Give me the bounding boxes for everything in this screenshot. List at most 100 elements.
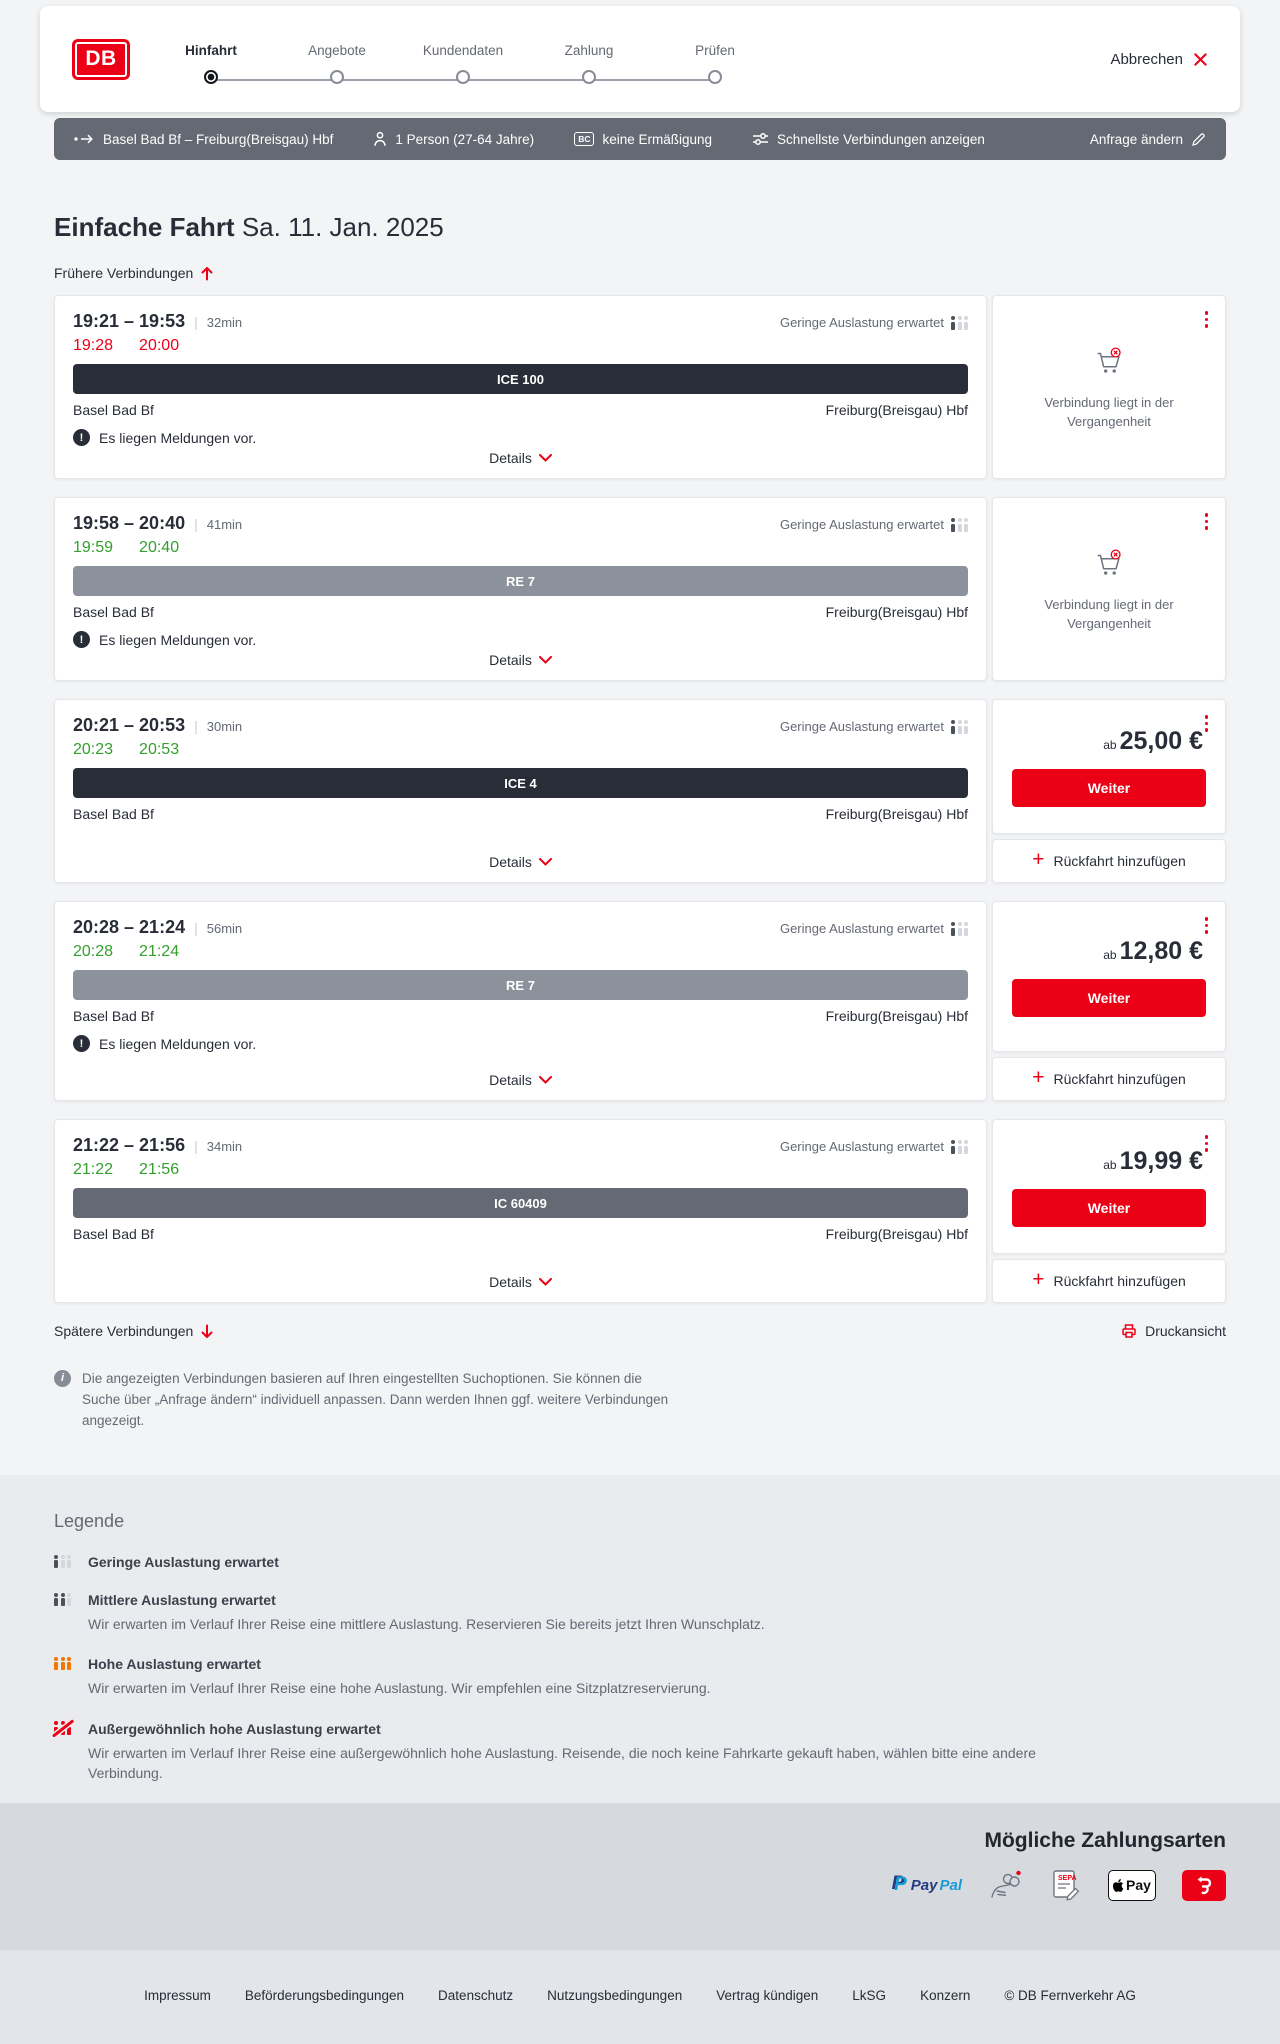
edit-request-button[interactable]: Anfrage ändern	[1090, 132, 1206, 147]
messages-text: Es liegen Meldungen vor.	[99, 631, 257, 648]
occupancy-label: Geringe Auslastung erwartet	[779, 1139, 944, 1154]
occupancy-label: Geringe Auslastung erwartet	[779, 719, 944, 734]
later-connections-label: Spätere Verbindungen	[54, 1323, 194, 1339]
connection-times: 19:21 – 19:53	[73, 311, 186, 331]
destination-station: Freiburg(Breisgau) Hbf	[825, 1226, 968, 1242]
realtime-arrival: 20:00	[139, 337, 180, 354]
realtime-arrival: 21:56	[139, 1161, 180, 1178]
details-toggle[interactable]: Details	[73, 1274, 968, 1292]
route-text: Basel Bad Bf – Freiburg(Breisgau) Hbf	[103, 131, 334, 147]
occupancy-low-icon	[54, 1554, 76, 1568]
details-toggle[interactable]: Details	[73, 450, 968, 468]
train-label-bar: ICE 100	[73, 364, 968, 394]
step-angebote: Angebote	[274, 43, 400, 84]
fastest-connections-label: Schnellste Verbindungen anzeigen	[777, 131, 985, 147]
realtime-arrival: 20:53	[139, 741, 180, 758]
step-dot	[708, 69, 722, 84]
later-connections-link[interactable]: Spätere Verbindungen	[54, 1323, 213, 1339]
print-view-link[interactable]: Druckansicht	[1121, 1323, 1226, 1339]
train-label-bar: RE 7	[73, 566, 968, 596]
add-return-button[interactable]: + Rückfahrt hinzufügen	[992, 1057, 1226, 1101]
connection-times: 21:22 – 21:56	[73, 1135, 186, 1155]
add-return-label: Rückfahrt hinzufügen	[1053, 1273, 1186, 1289]
destination-station: Freiburg(Breisgau) Hbf	[825, 1008, 968, 1024]
add-return-button[interactable]: + Rückfahrt hinzufügen	[992, 1259, 1226, 1303]
abort-button[interactable]: Abbrechen	[1110, 51, 1208, 68]
occupancy-indicator: Geringe Auslastung erwartet	[780, 921, 968, 936]
fastest-connections-toggle[interactable]: Schnellste Verbindungen anzeigen	[752, 132, 985, 147]
abort-label: Abbrechen	[1110, 50, 1183, 68]
weiter-button[interactable]: Weiter	[1012, 768, 1206, 807]
arrow-down-icon	[201, 1324, 213, 1338]
earlier-connections-link[interactable]: Frühere Verbindungen	[54, 265, 1226, 281]
train-label-bar: RE 7	[73, 970, 968, 1000]
details-toggle[interactable]: Details	[73, 854, 968, 872]
discount-summary: keine Ermäßigung	[574, 132, 712, 147]
occupancy-low-icon	[951, 316, 968, 330]
more-options-button[interactable]	[1203, 511, 1211, 532]
footer-link-vertrag-kuendigen[interactable]: Vertrag kündigen	[716, 1988, 819, 2003]
connection-side: Verbindung liegt in der Vergangenheit	[992, 295, 1226, 479]
legend-item-description: Wir erwarten im Verlauf Ihrer Reise eine…	[88, 1616, 765, 1632]
footer-link-datenschutz[interactable]: Datenschutz	[438, 1988, 514, 2003]
page-title: Einfache Fahrt Sa. 11. Jan. 2025	[54, 212, 1226, 243]
details-toggle[interactable]: Details	[73, 652, 968, 670]
step-dot	[582, 69, 596, 84]
alert-icon	[73, 1035, 90, 1052]
footer-link-nutzungsbedingungen[interactable]: Nutzungsbedingungen	[547, 1988, 683, 2003]
db-logo-text: DB	[85, 47, 117, 70]
footer: Impressum Beförderungsbedingungen Datens…	[0, 1950, 1280, 2044]
more-options-button[interactable]	[1203, 1133, 1211, 1154]
legend-item-label: Außergewöhnlich hohe Auslastung erwartet	[88, 1720, 381, 1737]
connection-card: 19:58 – 20:40 | 41min Geringe Auslastung…	[54, 497, 987, 681]
more-options-button[interactable]	[1203, 713, 1211, 734]
occupancy-label: Geringe Auslastung erwartet	[779, 517, 944, 532]
separator: |	[194, 718, 198, 734]
step-dot-active	[204, 69, 218, 84]
footer-link-lksg[interactable]: LkSG	[852, 1988, 887, 2003]
payment-methods-title: Mögliche Zahlungsarten	[984, 1829, 1226, 1852]
passengers-text: 1 Person (27-64 Jahre)	[395, 131, 535, 147]
train-label-bar: ICE 4	[73, 768, 968, 798]
origin-station: Basel Bad Bf	[73, 604, 154, 620]
occupancy-high-icon	[54, 1656, 76, 1671]
more-options-button[interactable]	[1203, 915, 1211, 936]
connection-row: 21:22 – 21:56 | 34min Geringe Auslastung…	[54, 1119, 1226, 1303]
details-toggle[interactable]: Details	[73, 1072, 968, 1090]
occupancy-medium-icon	[54, 1592, 76, 1606]
route-arrow-icon	[74, 134, 93, 144]
legend-item: Mittlere Auslastung erwartet Wir erwarte…	[54, 1592, 1226, 1634]
more-options-button[interactable]	[1203, 309, 1211, 330]
realtime-arrival: 20:40	[139, 539, 180, 556]
price: ab 12,80 €	[993, 937, 1225, 966]
route-summary: Basel Bad Bf – Freiburg(Breisgau) Hbf	[74, 132, 333, 147]
step-dot	[330, 69, 344, 84]
details-label: Details	[489, 1072, 532, 1088]
cart-crossed-icon	[1097, 346, 1121, 373]
footer-link-konzern[interactable]: Konzern	[920, 1988, 971, 2003]
legend-title: Legende	[54, 1511, 125, 1531]
cash-payment-icon	[991, 1870, 1021, 1898]
price-prefix: ab	[1103, 737, 1117, 752]
price-panel: ab 12,80 € Weiter	[992, 901, 1226, 1052]
price: ab 25,00 €	[993, 727, 1225, 756]
occupancy-low-icon	[951, 922, 968, 936]
details-label: Details	[489, 1274, 532, 1290]
occupancy-label: Geringe Auslastung erwartet	[779, 315, 944, 330]
connection-side: ab 12,80 € Weiter + Rückfahrt hinzufügen	[992, 901, 1226, 1101]
destination-station: Freiburg(Breisgau) Hbf	[825, 402, 968, 418]
realtime-arrival: 21:24	[139, 943, 180, 960]
db-logo: DB	[72, 38, 130, 80]
add-return-button[interactable]: + Rückfahrt hinzufügen	[992, 839, 1226, 883]
past-connection-panel: Verbindung liegt in der Vergangenheit	[992, 295, 1226, 479]
alert-icon	[73, 429, 90, 446]
svg-text:SEPA: SEPA	[1058, 1875, 1077, 1882]
occupancy-indicator: Geringe Auslastung erwartet	[780, 517, 968, 532]
step-pruefen: Prüfen	[652, 43, 778, 84]
price: ab 19,99 €	[993, 1147, 1225, 1176]
weiter-button[interactable]: Weiter	[1012, 1188, 1206, 1227]
footer-link-impressum[interactable]: Impressum	[144, 1988, 211, 2003]
weiter-button[interactable]: Weiter	[1012, 978, 1206, 1017]
connection-duration: 34min	[206, 1139, 243, 1154]
footer-link-befoerderungsbedingungen[interactable]: Beförderungsbedingungen	[244, 1988, 405, 2003]
